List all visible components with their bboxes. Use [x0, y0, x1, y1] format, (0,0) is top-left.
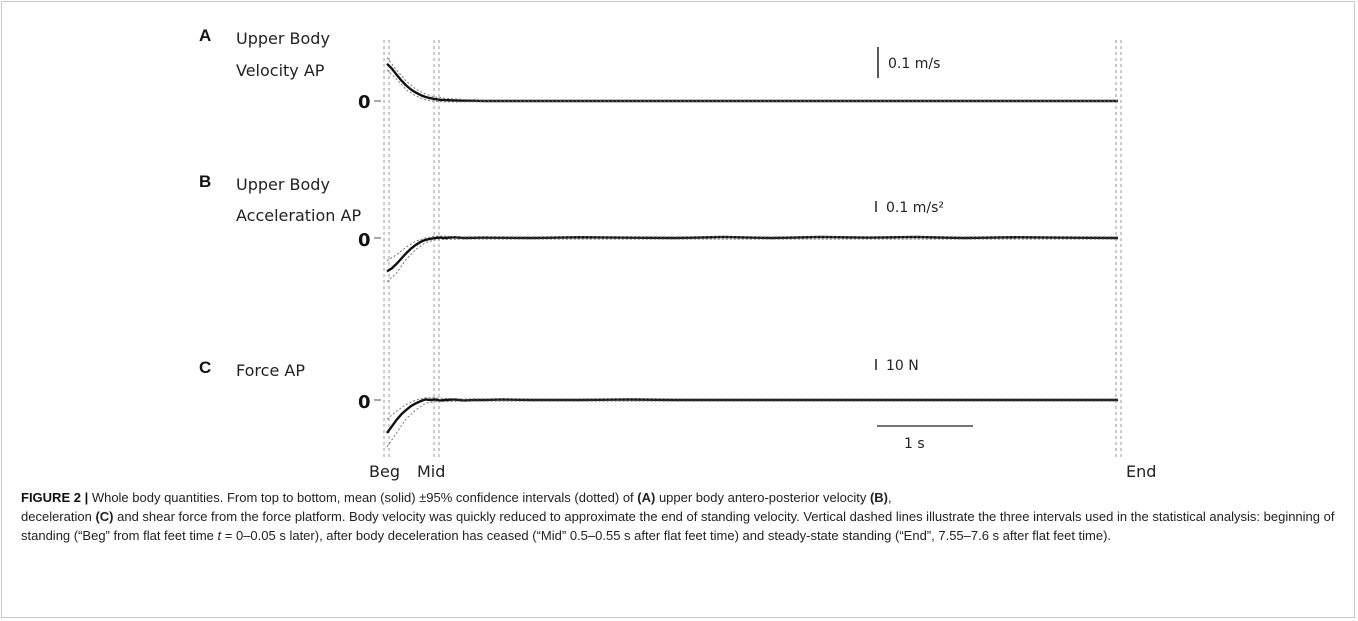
caption-text-6: = 0–0.05 s later), after body decelerati… [221, 528, 1112, 543]
caption-label: FIGURE 2 | [21, 490, 89, 505]
panel-b-title-line1: Upper Body [236, 175, 330, 194]
caption-ref-a: (A) [637, 490, 656, 505]
data-traces [386, 57, 1119, 448]
panel-a-title-line2: Velocity AP [236, 61, 325, 80]
panel-b-ci-lower [386, 238, 1118, 283]
marker-lines [383, 40, 1122, 460]
panel-a-letter: A [199, 26, 211, 45]
marker-label-end: End [1126, 462, 1156, 481]
panel-c-title-line1: Force AP [236, 361, 305, 380]
caption-text-4: deceleration [21, 509, 96, 524]
panel-a-zero-label: 0 [358, 92, 371, 113]
caption-text-1: Whole body quantities. From top to botto… [88, 490, 638, 505]
panel-c-ci-upper [386, 397, 1118, 420]
panel-b-title-line2: Acceleration AP [236, 206, 361, 225]
caption-t-variable: t [217, 528, 222, 543]
caption-ref-b: (B) [869, 490, 888, 505]
panel-b-ci-upper [386, 235, 1118, 262]
caption-text-5: and shear force from the force platform.… [21, 509, 1335, 543]
panel-b-scale-label: 0.1 m/s² [886, 200, 944, 216]
panel-a-mean-line [386, 62, 1118, 103]
marker-label-mid: Mid [417, 462, 445, 481]
panel-a-scale-label: 0.1 m/s [888, 56, 940, 72]
panel-b-zero-label: 0 [358, 230, 371, 251]
caption-text-2: upper body antero-posterior velocity [655, 490, 870, 505]
marker-label-beg: Beg [369, 462, 400, 481]
time-scale-label: 1 s [904, 436, 925, 452]
panel-c-scale-label: 10 N [886, 358, 919, 374]
caption-text-3: , [888, 490, 892, 505]
caption-ref-c: (C) [95, 509, 114, 524]
panel-b-mean-line [386, 235, 1119, 273]
panel-a-ci-upper [386, 57, 1118, 101]
panel-c-zero-label: 0 [358, 392, 371, 413]
panel-c-ci-lower [386, 400, 1118, 448]
panel-c-letter: C [199, 358, 211, 377]
panel-c-mean-line [386, 398, 1118, 434]
figure-caption: FIGURE 2 | Whole body quantities. From t… [21, 488, 1341, 545]
panel-b-letter: B [199, 172, 211, 191]
panel-a-title-line1: Upper Body [236, 29, 330, 48]
panel-a-ci-lower [386, 69, 1118, 103]
